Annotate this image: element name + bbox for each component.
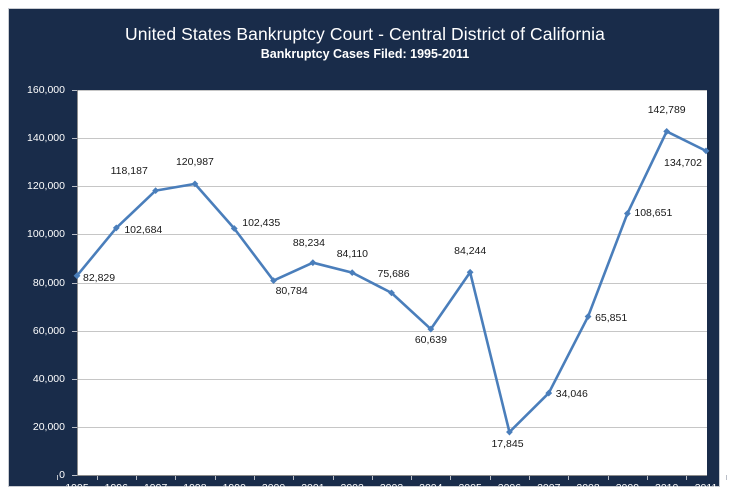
y-axis-tick-mark — [72, 90, 77, 91]
x-axis-tick-label: 2010 — [655, 482, 679, 494]
gridline — [78, 282, 707, 284]
x-axis-tick-label: 1995 — [65, 482, 89, 494]
x-axis-tick-mark — [371, 475, 373, 480]
x-axis-tick-label: 1996 — [104, 482, 128, 494]
y-axis-tick-label: 0 — [59, 469, 65, 481]
data-point-label: 34,046 — [555, 388, 588, 401]
x-axis-tick-mark — [96, 475, 98, 480]
x-axis-tick-label: 2001 — [301, 482, 325, 494]
y-axis-tick-mark — [72, 378, 77, 380]
data-point-label: 134,702 — [664, 156, 702, 169]
y-axis-tick-mark — [72, 475, 77, 476]
y-axis-tick-label: 120,000 — [27, 180, 65, 193]
x-axis-tick-mark — [175, 475, 177, 480]
data-point-label: 80,784 — [275, 284, 308, 297]
chart-panel: United States Bankruptcy Court - Central… — [8, 8, 727, 494]
data-point-label: 17,845 — [491, 438, 524, 451]
x-axis-tick-mark — [607, 475, 609, 480]
x-axis-tick-mark — [529, 475, 531, 480]
gridline — [78, 186, 707, 188]
gridline — [78, 426, 707, 428]
x-axis-tick-mark — [411, 475, 413, 480]
y-axis-tick-label: 140,000 — [27, 132, 65, 145]
x-axis-tick-mark — [489, 475, 491, 480]
data-point-label: 84,110 — [336, 247, 369, 260]
x-axis-tick-mark — [332, 475, 334, 480]
x-axis-tick-label: 1997 — [143, 482, 168, 494]
data-point-label: 65,851 — [595, 311, 628, 324]
x-axis-tick-label: 2002 — [340, 482, 364, 494]
x-axis-tick-mark — [647, 475, 649, 480]
data-point-label: 118,187 — [110, 164, 148, 177]
gridline — [78, 330, 707, 332]
x-axis-tick-mark — [568, 475, 570, 480]
x-axis-tick-mark — [253, 475, 255, 480]
x-axis-tick-mark — [293, 475, 295, 480]
x-axis-tick-label: 2009 — [615, 482, 640, 494]
x-axis-tick-label: 2004 — [419, 482, 443, 494]
y-axis-tick-mark — [72, 234, 77, 236]
chart-subtitle: Bankruptcy Cases Filed: 1995-2011 — [260, 47, 470, 61]
data-point-label: 102,435 — [242, 216, 281, 229]
x-axis-tick-label: 1999 — [222, 482, 246, 494]
x-axis-tick-label: 2011 — [694, 482, 718, 494]
page-title: United States Bankruptcy Court - Central… — [125, 24, 605, 44]
x-axis-tick-label: 2006 — [497, 482, 522, 494]
x-axis-tick-mark — [135, 475, 137, 480]
x-axis-tick-label: 1998 — [183, 482, 207, 494]
x-axis-tick-label: 2003 — [379, 482, 404, 494]
y-axis-tick-mark — [72, 282, 77, 284]
y-axis-tick-mark — [72, 330, 77, 332]
gridline — [78, 90, 707, 91]
gridline — [78, 234, 707, 236]
data-point-label: 82,829 — [83, 271, 116, 284]
gridline — [78, 138, 707, 140]
y-axis-tick-mark — [72, 426, 77, 428]
gridline — [78, 378, 707, 380]
y-axis-tick-label: 80,000 — [32, 276, 65, 289]
y-axis-tick-label: 20,000 — [32, 420, 65, 433]
y-axis-tick-mark — [72, 138, 77, 140]
x-axis-tick-mark — [725, 475, 727, 480]
data-point-label: 120,987 — [175, 155, 214, 168]
y-axis-tick-label: 100,000 — [27, 228, 65, 241]
data-point-label: 88,234 — [292, 236, 325, 249]
data-point-label: 84,244 — [454, 245, 487, 258]
y-axis-tick-label: 160,000 — [27, 84, 65, 96]
y-axis-tick-mark — [72, 186, 77, 188]
plot-area — [77, 90, 707, 476]
x-axis-tick-mark — [450, 475, 452, 480]
y-axis-tick-label: 40,000 — [32, 372, 65, 385]
x-axis-tick-mark — [686, 475, 688, 480]
chart-title-block: United States Bankruptcy Court - Central… — [9, 23, 721, 63]
data-point-label: 60,639 — [414, 334, 447, 347]
data-point-label: 102,684 — [124, 223, 163, 236]
x-axis-tick-mark — [214, 475, 216, 480]
x-axis-tick-label: 2007 — [537, 482, 561, 494]
y-axis-tick-label: 60,000 — [32, 324, 65, 337]
x-axis-tick-label: 2008 — [576, 482, 600, 494]
data-point-label: 75,686 — [377, 267, 410, 280]
x-axis-tick-mark — [57, 475, 59, 480]
x-axis-tick-label: 2000 — [261, 482, 286, 494]
data-point-label: 108,651 — [634, 206, 673, 219]
x-axis-tick-label: 2005 — [458, 482, 482, 494]
data-point-label: 142,789 — [647, 104, 686, 117]
